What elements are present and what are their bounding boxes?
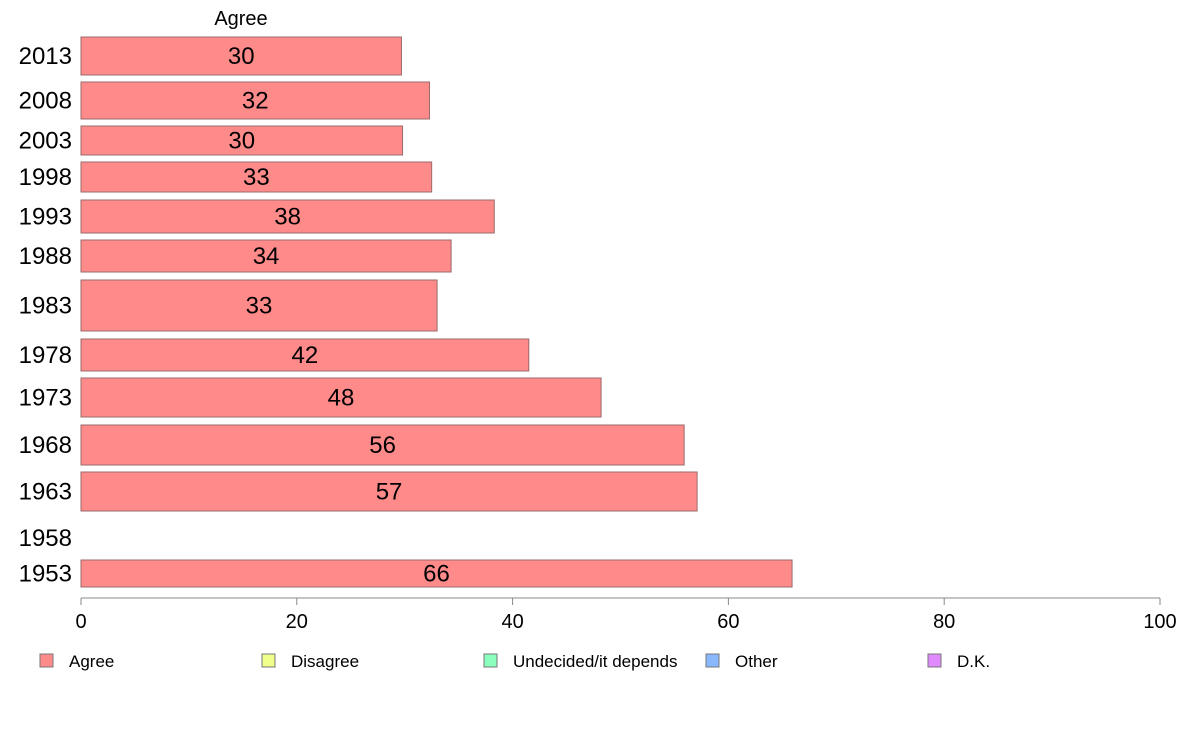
y-tick-label: 2003 (19, 128, 72, 155)
x-tick-label: 60 (717, 611, 739, 633)
data-label: 33 (246, 293, 273, 320)
legend-swatch (483, 653, 498, 668)
bar (80, 161, 433, 193)
y-tick-label: 1973 (19, 385, 72, 412)
y-tick-label: 1998 (19, 164, 72, 191)
chart-title: Agree (214, 8, 267, 30)
legend-swatch (705, 653, 720, 668)
data-label: 32 (242, 88, 269, 115)
y-axis-labels: 2013 2008 2003 1998 1993 1988 1983 1978 1973 1968… (19, 43, 72, 588)
bar (80, 377, 602, 418)
bar (80, 36, 402, 76)
data-label: 38 (274, 204, 301, 231)
legend-swatch (39, 653, 54, 668)
bar (80, 279, 438, 332)
legend-swatch (927, 653, 942, 668)
data-label: 42 (292, 342, 319, 369)
bar (80, 199, 495, 234)
data-label: 56 (369, 432, 396, 459)
x-tick-label: 0 (75, 611, 86, 633)
bar (80, 471, 698, 512)
y-tick-label: 1968 (19, 432, 72, 459)
legend: Agree Disagree Undecided/it depends Other D.… (39, 652, 990, 671)
x-tick-label: 80 (933, 611, 955, 633)
bar (80, 424, 685, 466)
bar (80, 239, 452, 273)
data-label: 33 (243, 164, 270, 191)
legend-label: Disagree (291, 652, 359, 671)
data-label: 66 (423, 561, 450, 588)
y-tick-label: 1988 (19, 243, 72, 270)
y-tick-label: 1993 (19, 204, 72, 231)
x-tick-label: 20 (286, 611, 308, 633)
data-label: 30 (228, 128, 255, 155)
y-tick-label: 1963 (19, 479, 72, 506)
y-tick-label: 1983 (19, 293, 72, 320)
legend-label: Undecided/it depends (513, 652, 677, 671)
bar (80, 125, 404, 156)
legend-label: Agree (69, 652, 114, 671)
y-tick-label: 2008 (19, 88, 72, 115)
legend-label: Other (735, 652, 778, 671)
data-label: 30 (228, 43, 255, 70)
y-tick-label: 1958 (19, 525, 72, 552)
legend-swatch (261, 653, 276, 668)
x-tick-label: 40 (501, 611, 523, 633)
legend-label: D.K. (957, 652, 990, 671)
data-label: 57 (376, 479, 403, 506)
bar (80, 81, 431, 120)
x-axis: 0 20 40 60 80 100 (75, 597, 1177, 633)
bar (80, 559, 793, 588)
y-tick-label: 1953 (19, 561, 72, 588)
x-tick-label: 100 (1143, 611, 1176, 633)
y-tick-label: 1978 (19, 342, 72, 369)
data-label: 48 (328, 385, 355, 412)
bar (80, 338, 530, 372)
data-label: 34 (253, 243, 280, 270)
y-tick-label: 2013 (19, 43, 72, 70)
